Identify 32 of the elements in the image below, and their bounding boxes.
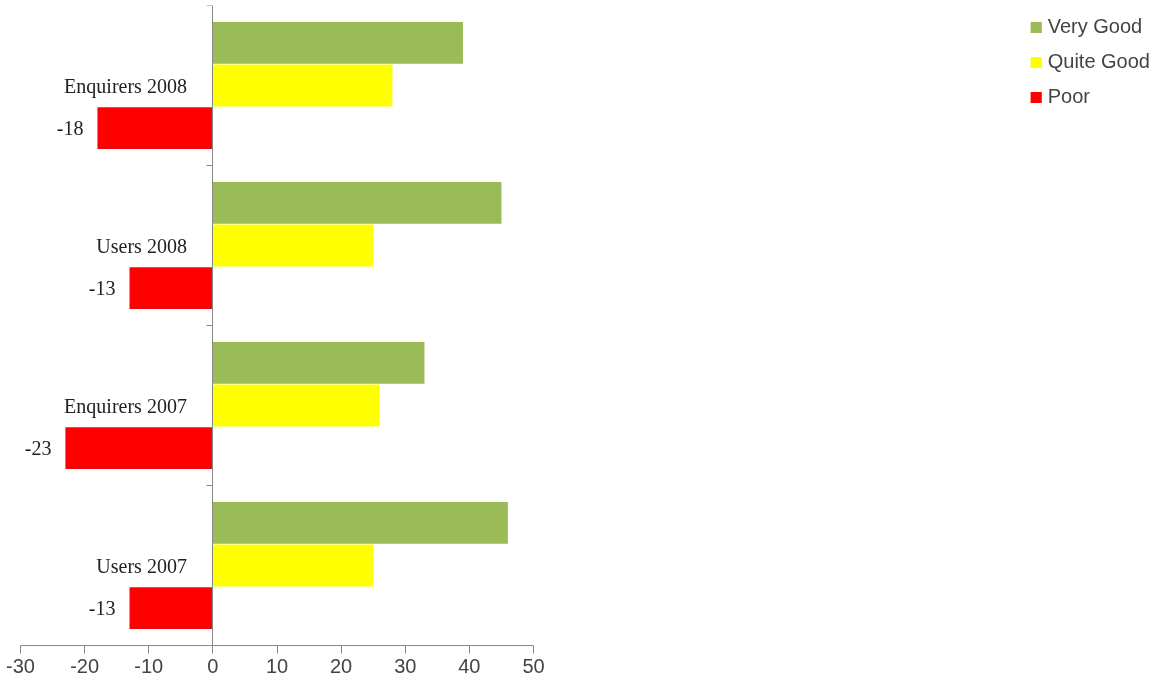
y-tick-label: Enquirers 2007: [64, 394, 187, 418]
bar: [129, 587, 213, 630]
x-tick-label: 30: [394, 654, 417, 677]
legend-label: Poor: [1047, 85, 1090, 108]
bar: [212, 384, 380, 427]
data-label: -13: [88, 597, 116, 620]
x-tick-label: 40: [458, 654, 481, 677]
y-tick-label: Users 2008: [96, 234, 187, 257]
bar: [212, 544, 374, 587]
legend-label: Very Good: [1047, 15, 1143, 38]
y-tick-label: Users 2007: [96, 554, 187, 577]
legend-label: Quite Good: [1047, 50, 1150, 73]
x-tick-label: -30: [6, 654, 35, 677]
bar: [65, 427, 213, 470]
bar: [212, 21, 463, 64]
bar: [212, 501, 508, 544]
x-tick-label: 0: [207, 654, 219, 677]
bar: [212, 64, 393, 107]
data-label: -13: [88, 277, 116, 300]
data-label: -23: [24, 437, 52, 460]
x-tick-label: -20: [70, 654, 100, 677]
x-tick-label: 20: [330, 654, 353, 677]
x-tick-label: 10: [265, 654, 289, 677]
data-label: -18: [56, 117, 84, 140]
bar: [212, 224, 374, 267]
y-tick-label: Enquirers 2008: [64, 74, 187, 98]
bar: [129, 267, 213, 310]
bar: [97, 107, 213, 150]
bar: [212, 181, 502, 224]
bar: [212, 341, 425, 384]
x-tick-label: 50: [522, 654, 545, 677]
x-tick-label: -10: [134, 654, 164, 677]
